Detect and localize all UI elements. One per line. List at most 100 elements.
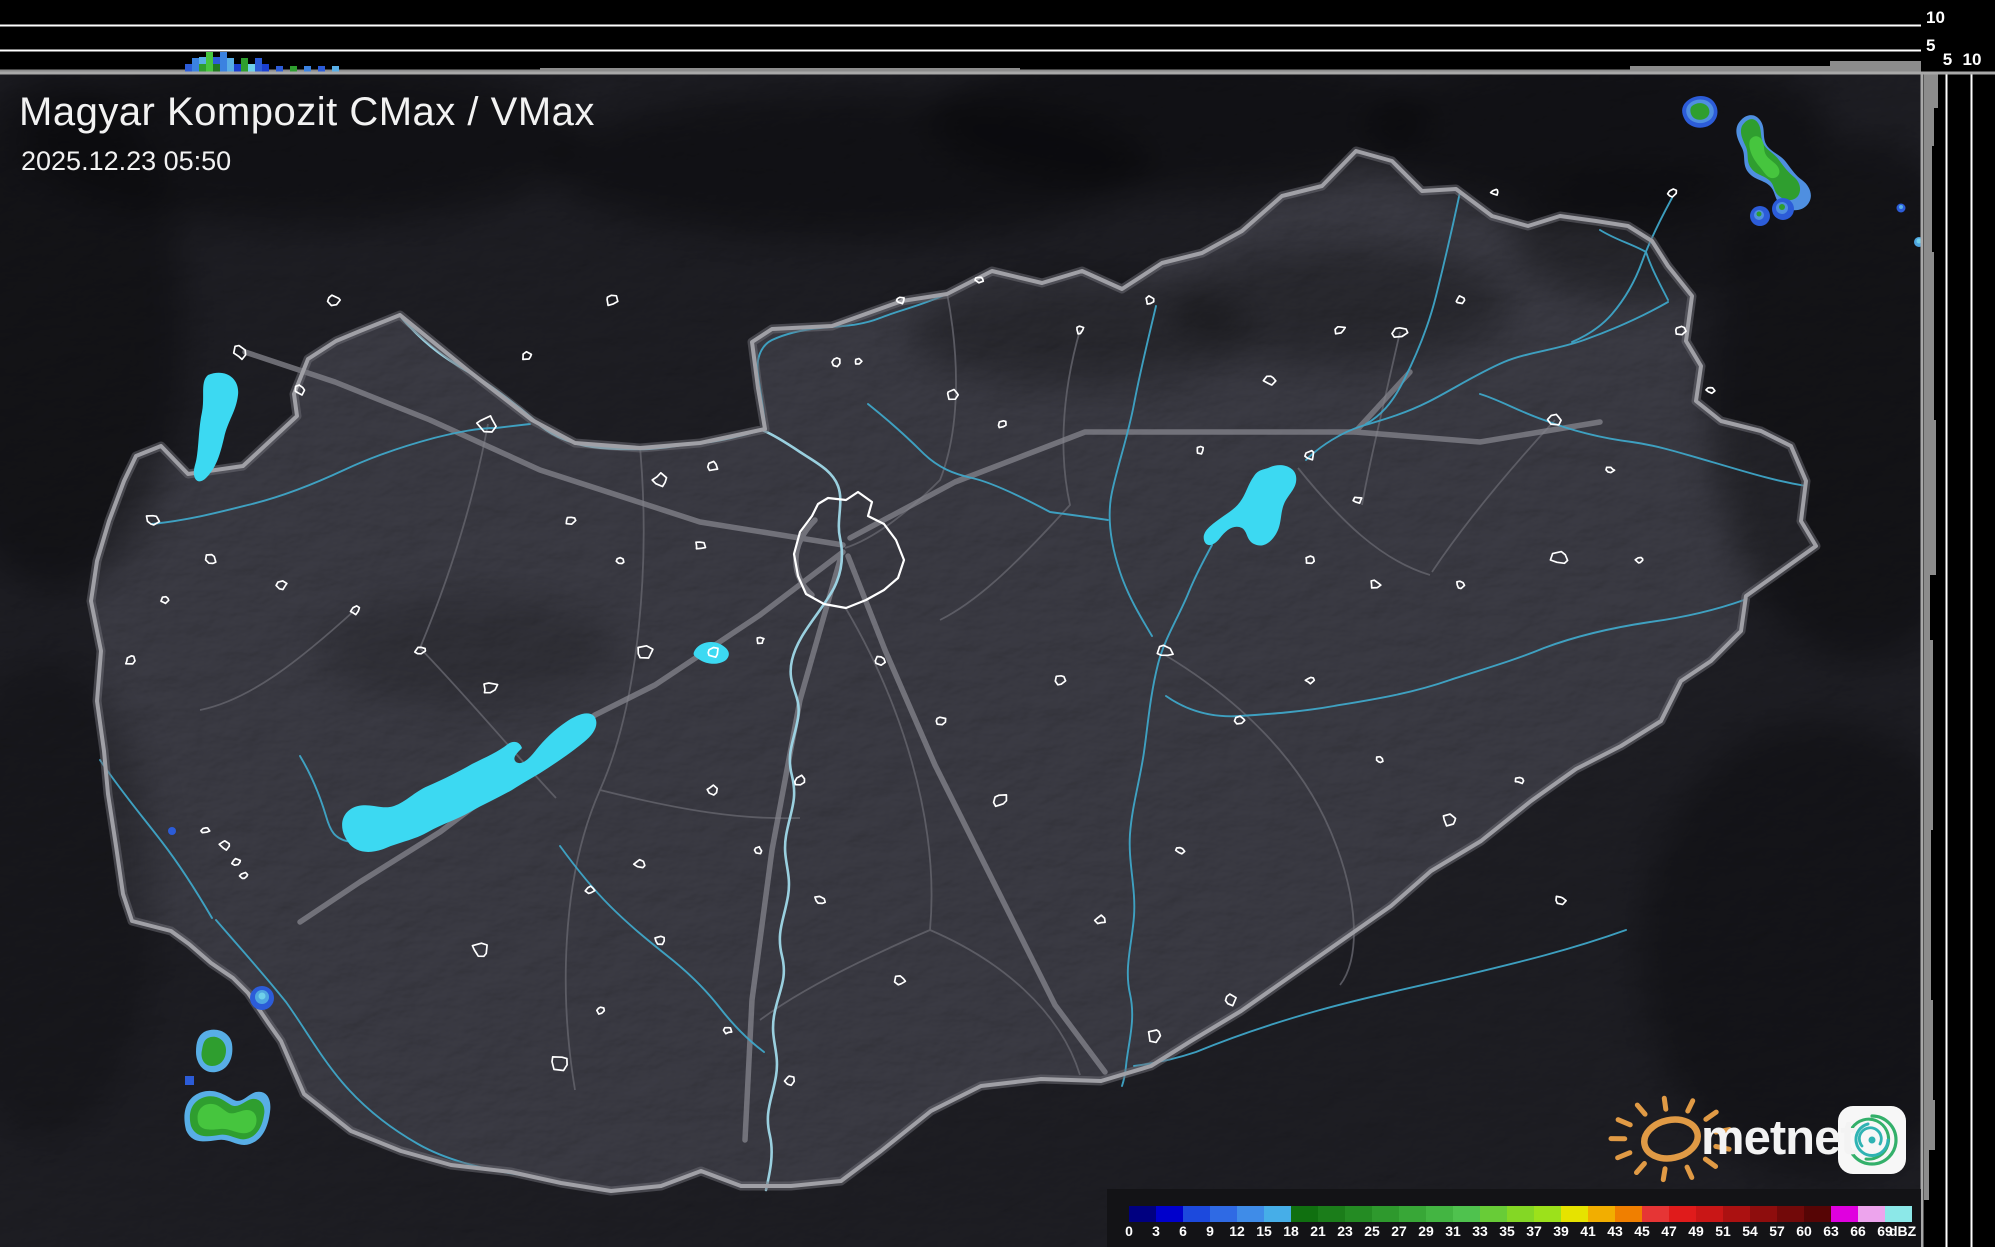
town-outline — [1093, 914, 1106, 925]
right-profile-tick-10: 10 — [1962, 50, 1982, 69]
town-outline — [1304, 676, 1316, 685]
town-outline — [695, 541, 707, 550]
county-borders — [199, 292, 1556, 1091]
town-outline — [756, 636, 765, 645]
town-outline — [1304, 449, 1315, 461]
town-outline — [935, 716, 947, 726]
town-outline — [326, 294, 342, 307]
legend-tick-label: 66 — [1850, 1223, 1866, 1239]
budapest-outline — [792, 490, 906, 610]
sun-ray — [1615, 1117, 1633, 1128]
echo-profile-pixel — [213, 57, 220, 64]
town-outline — [1705, 386, 1716, 395]
town-outline — [854, 357, 863, 365]
town-outline — [1262, 375, 1277, 386]
legend-swatch — [1480, 1206, 1507, 1222]
town-outline — [483, 682, 499, 694]
sun-ray — [1685, 1098, 1696, 1114]
town-outline — [522, 350, 533, 361]
town-outline — [584, 885, 596, 895]
town-outline — [831, 357, 841, 368]
echo-profile-pixel — [199, 64, 206, 73]
lake-tisza — [1203, 465, 1297, 546]
town-outlines — [124, 188, 1716, 1087]
legend-swatch — [1723, 1206, 1750, 1222]
sun-ray — [1661, 1095, 1669, 1112]
town-outline — [1605, 466, 1616, 474]
timestamp: 2025.12.23 05:50 — [21, 146, 232, 176]
echo-profile-pixel — [199, 57, 206, 64]
legend-swatch — [1264, 1206, 1291, 1222]
town-outline — [124, 655, 136, 665]
lake-balaton — [342, 713, 597, 852]
echo-profile-pixel — [227, 58, 234, 73]
country-border-line — [89, 149, 1818, 1193]
town-outline — [1352, 496, 1363, 505]
town-outline — [1156, 644, 1174, 657]
town-outline — [1549, 550, 1569, 565]
legend-swatch — [1291, 1206, 1318, 1222]
sun-ray — [1660, 1166, 1668, 1183]
legend-color-bar — [1129, 1206, 1912, 1222]
echo-profile-pixel — [192, 58, 199, 73]
legend-tick-label: 39 — [1553, 1223, 1569, 1239]
town-outline — [1391, 326, 1409, 338]
legend-tick-label: 3 — [1152, 1223, 1160, 1239]
legend-tick-label: 49 — [1688, 1223, 1704, 1239]
town-outline — [1634, 556, 1644, 564]
town-outline — [1174, 846, 1186, 855]
town-outline — [783, 1075, 796, 1087]
vortex-icon — [1846, 1114, 1898, 1166]
town-outline — [200, 826, 211, 834]
town-outline — [232, 344, 247, 361]
echo-profile-pixel — [234, 64, 241, 73]
town-outline — [637, 644, 654, 659]
town-outline — [349, 605, 361, 616]
town-outline — [275, 580, 288, 591]
legend-tick-label: 45 — [1634, 1223, 1650, 1239]
top-profile-tick-10: 10 — [1926, 8, 1945, 27]
town-outline — [1370, 579, 1382, 589]
legend-swatch — [1885, 1206, 1912, 1222]
legend-swatch — [1561, 1206, 1588, 1222]
legend-swatch — [1426, 1206, 1453, 1222]
legend-tick-label: 21 — [1310, 1223, 1326, 1239]
town-outline — [413, 646, 427, 655]
town-outline — [160, 595, 170, 605]
legend-tick-label: 6 — [1179, 1223, 1187, 1239]
town-outline — [551, 1056, 568, 1072]
town-outline — [722, 1026, 733, 1035]
sun-ray — [1702, 1156, 1719, 1169]
town-outline — [1666, 188, 1678, 198]
echo-profile-pixel — [206, 52, 213, 73]
town-outline — [595, 1006, 606, 1015]
legend-swatch — [1588, 1206, 1615, 1222]
legend-swatch — [1777, 1206, 1804, 1222]
legend-tick-label: 12 — [1229, 1223, 1245, 1239]
legend-tick-label: 27 — [1391, 1223, 1407, 1239]
town-outline — [895, 296, 905, 305]
town-outline — [1455, 295, 1466, 305]
legend-unit-label: dBZ — [1889, 1223, 1917, 1239]
top-profile-echo — [185, 52, 339, 73]
legend-tick-label: 33 — [1472, 1223, 1488, 1239]
echo-profile-pixel — [220, 52, 227, 73]
legend-tick-label: 57 — [1769, 1223, 1785, 1239]
town-outline — [654, 935, 666, 946]
town-outline — [565, 516, 577, 526]
lakes — [193, 372, 1297, 852]
legend-tick-label: 29 — [1418, 1223, 1434, 1239]
top-profile-panel — [0, 0, 1921, 73]
town-outline — [1233, 715, 1246, 725]
legend-swatch — [1318, 1206, 1345, 1222]
town-outline — [615, 556, 625, 565]
town-outline — [1514, 776, 1525, 785]
town-outline — [238, 871, 249, 880]
town-outline — [218, 840, 231, 851]
town-outline — [1555, 895, 1567, 906]
town-outline — [793, 774, 806, 786]
echo-profile-pixel — [185, 64, 192, 73]
town-outline — [1546, 413, 1562, 426]
legend-swatch — [1858, 1206, 1885, 1222]
